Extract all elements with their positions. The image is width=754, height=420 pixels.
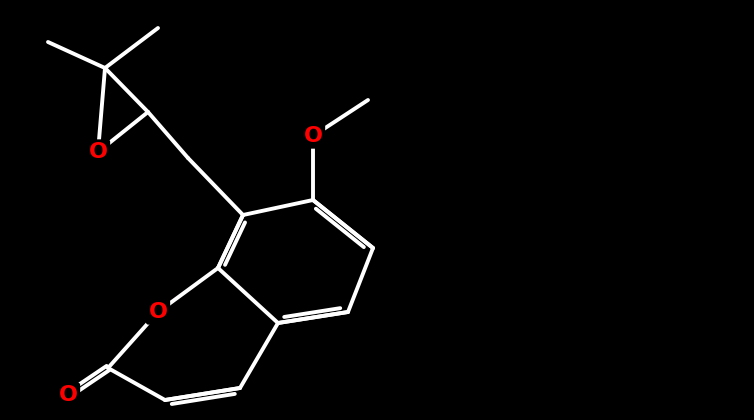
Text: O: O	[59, 385, 78, 405]
Text: O: O	[149, 302, 167, 322]
Text: O: O	[304, 126, 323, 146]
Text: O: O	[88, 142, 108, 162]
